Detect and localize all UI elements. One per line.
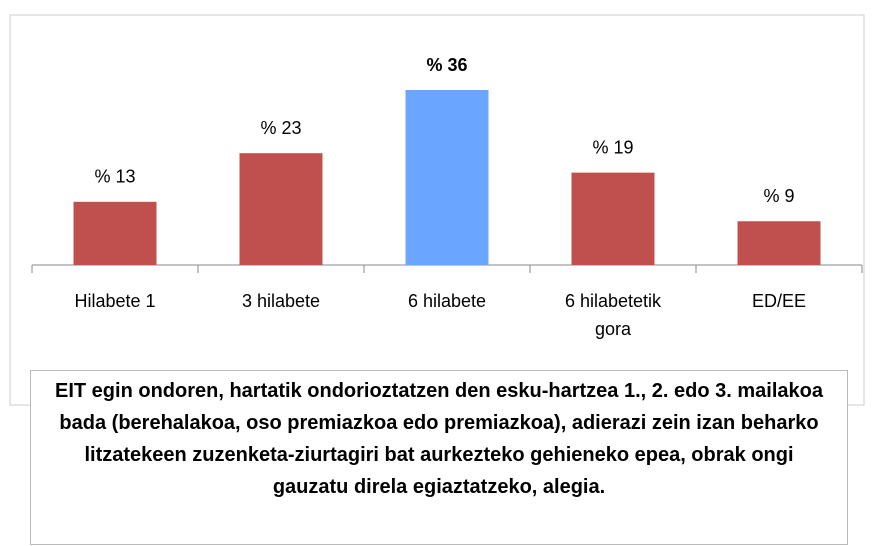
data-label: % 36 — [426, 55, 467, 75]
x-tick-label: ED/EE — [751, 291, 807, 311]
bar — [571, 172, 655, 265]
data-label: % 9 — [763, 186, 794, 206]
data-label: % 13 — [94, 167, 135, 187]
x-tick-label: 3 hilabete — [241, 291, 321, 311]
bar — [405, 90, 489, 265]
x-tick-label: 6 hilabetetik gora — [564, 291, 662, 339]
bar — [239, 153, 323, 265]
chart-title: EIT egin ondoren, hartatik ondorioztatze… — [30, 370, 848, 545]
x-tick-label: Hilabete 1 — [74, 291, 156, 311]
data-label: % 19 — [592, 137, 633, 157]
bar — [737, 221, 821, 265]
bar — [73, 201, 157, 265]
x-tick-label: 6 hilabete — [407, 291, 487, 311]
data-label: % 23 — [260, 118, 301, 138]
